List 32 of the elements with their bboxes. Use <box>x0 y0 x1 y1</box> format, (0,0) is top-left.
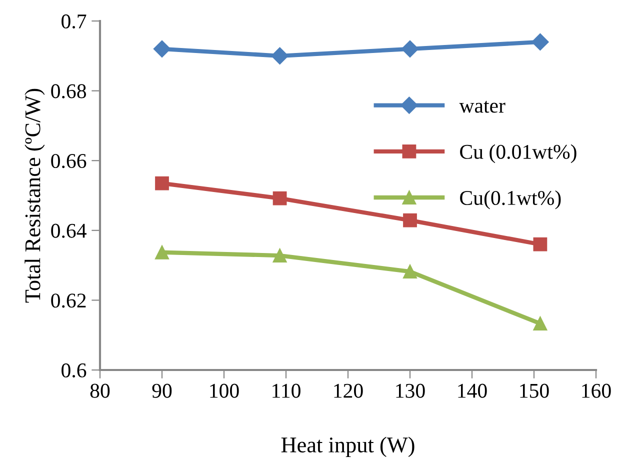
x-tick-label: 90 <box>152 384 172 398</box>
point <box>532 33 549 50</box>
legend-label: Cu(0.1wt%) <box>460 190 561 210</box>
point <box>533 237 548 252</box>
legend-label: water <box>459 100 506 113</box>
x-tick-label: 150 <box>520 384 549 398</box>
y-tick-label: 0.68 <box>51 84 86 98</box>
y-axis-title: Total Resistance (ºC/W) <box>24 88 45 303</box>
x-tick-label: 120 <box>334 384 363 398</box>
x-tick-label: 130 <box>396 384 425 398</box>
point <box>403 264 417 279</box>
point <box>272 191 287 206</box>
y-tick-label: 0.6 <box>62 363 86 378</box>
point <box>533 316 548 331</box>
point <box>271 47 288 64</box>
y-tick-label: 0.66 <box>51 154 86 168</box>
x-axis-title: Heat input (W) <box>281 436 414 457</box>
y-tick-label: 0.62 <box>51 294 86 308</box>
point <box>272 248 287 262</box>
x-tick-label: 110 <box>272 384 300 398</box>
y-tick-label: 0.64 <box>51 224 86 238</box>
x-tick-label: 100 <box>210 384 239 398</box>
point <box>401 40 419 58</box>
x-tick-label: 140 <box>458 384 487 398</box>
point <box>403 213 417 228</box>
point <box>155 245 169 260</box>
point <box>153 40 171 58</box>
x-tick-label: 160 <box>582 384 611 398</box>
y-tick-label: 0.7 <box>62 14 86 29</box>
point <box>155 176 169 190</box>
x-tick-label: 80 <box>90 384 110 398</box>
legend-label: Cu (0.01wt%) <box>460 144 576 164</box>
